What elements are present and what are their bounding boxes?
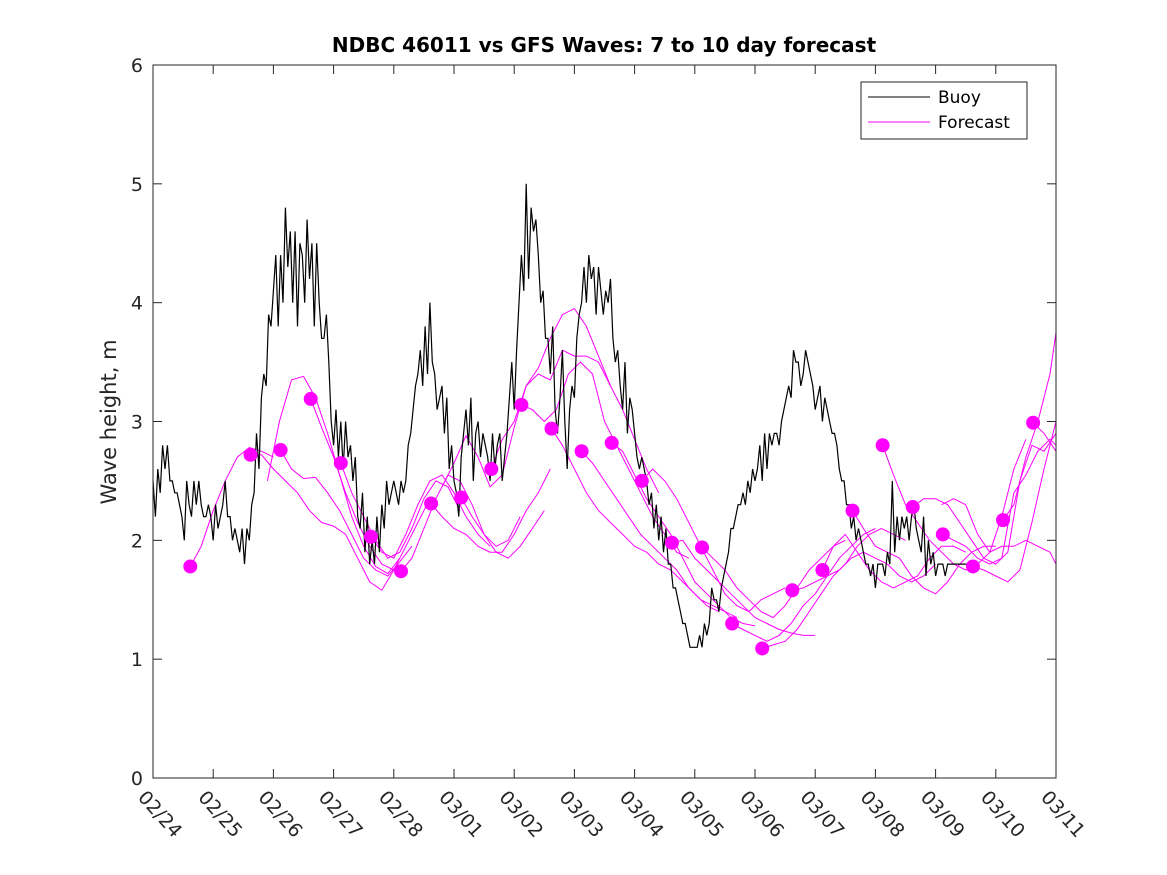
forecast-line: [460, 497, 545, 559]
forecast-dots: [183, 391, 1041, 656]
forecast-line: [310, 398, 431, 571]
forecast-dot: [695, 540, 710, 555]
legend-box: [860, 81, 1028, 140]
y-tick-label: 4: [131, 293, 143, 315]
forecast-dot: [514, 397, 529, 412]
forecast-dot: [725, 616, 740, 631]
forecast-dot: [303, 391, 318, 406]
forecast-line: [972, 421, 1057, 583]
forecast-line: [521, 361, 690, 559]
legend-forecast-label: Forecast: [938, 113, 1010, 133]
forecast-dot: [273, 443, 288, 458]
forecast-line: [641, 468, 786, 613]
forecast-line: [280, 449, 413, 577]
forecast-dot: [544, 421, 559, 436]
forecast-dot: [243, 447, 258, 462]
forecast-dot: [845, 503, 860, 518]
chart-title: NDBC 46011 vs GFS Waves: 7 to 10 day for…: [332, 33, 877, 57]
forecast-line: [941, 498, 1057, 565]
forecast-dot: [604, 435, 619, 450]
forecast-line: [430, 468, 551, 553]
forecast-dot: [815, 563, 830, 578]
y-tick-label: 2: [131, 530, 143, 552]
forecast-dot: [183, 559, 198, 574]
forecast-dot: [363, 529, 378, 544]
forecast-dot: [965, 559, 980, 574]
forecast-dot: [875, 438, 890, 453]
forecast-dot: [454, 490, 469, 505]
forecast-dot: [785, 583, 800, 598]
buoy-line-group: [152, 183, 972, 648]
forecast-line: [1002, 332, 1057, 521]
forecast-dot: [905, 500, 920, 515]
forecast-line: [942, 438, 1057, 565]
buoy-line: [152, 183, 972, 648]
y-tick-label: 1: [131, 649, 143, 671]
forecast-dot: [755, 641, 770, 656]
y-axis-label: Wave height, m: [97, 339, 121, 504]
legend: Buoy Forecast: [860, 81, 1028, 140]
forecast-dot: [574, 444, 589, 459]
forecast-line: [370, 474, 491, 559]
y-tick-label: 6: [131, 55, 143, 77]
forecast-line: [912, 433, 1057, 565]
plot-area: [152, 183, 1057, 656]
forecast-line: [266, 375, 401, 575]
legend-buoy-label: Buoy: [938, 88, 981, 108]
forecast-dot: [394, 564, 409, 579]
forecast-line: [821, 533, 966, 589]
y-tick-label: 0: [131, 768, 143, 790]
forecast-dot: [1026, 415, 1041, 430]
forecast-dot: [935, 527, 950, 542]
forecast-dot: [424, 496, 439, 511]
y-tick-label: 5: [131, 174, 143, 196]
y-tick-label: 3: [131, 412, 143, 434]
forecast-line: [731, 528, 876, 642]
forecast-dot: [484, 462, 499, 477]
forecast-line: [250, 454, 395, 591]
forecast-dot: [333, 456, 348, 471]
forecast-dot: [664, 535, 679, 550]
y-axis-ticks: 0 1 2 3 4 5 6: [131, 55, 1056, 790]
forecast-line: [340, 462, 461, 559]
forecast-dot: [996, 513, 1011, 528]
forecast-line: [762, 527, 906, 649]
forecast-line: [671, 539, 816, 636]
forecast-dot: [634, 473, 649, 488]
